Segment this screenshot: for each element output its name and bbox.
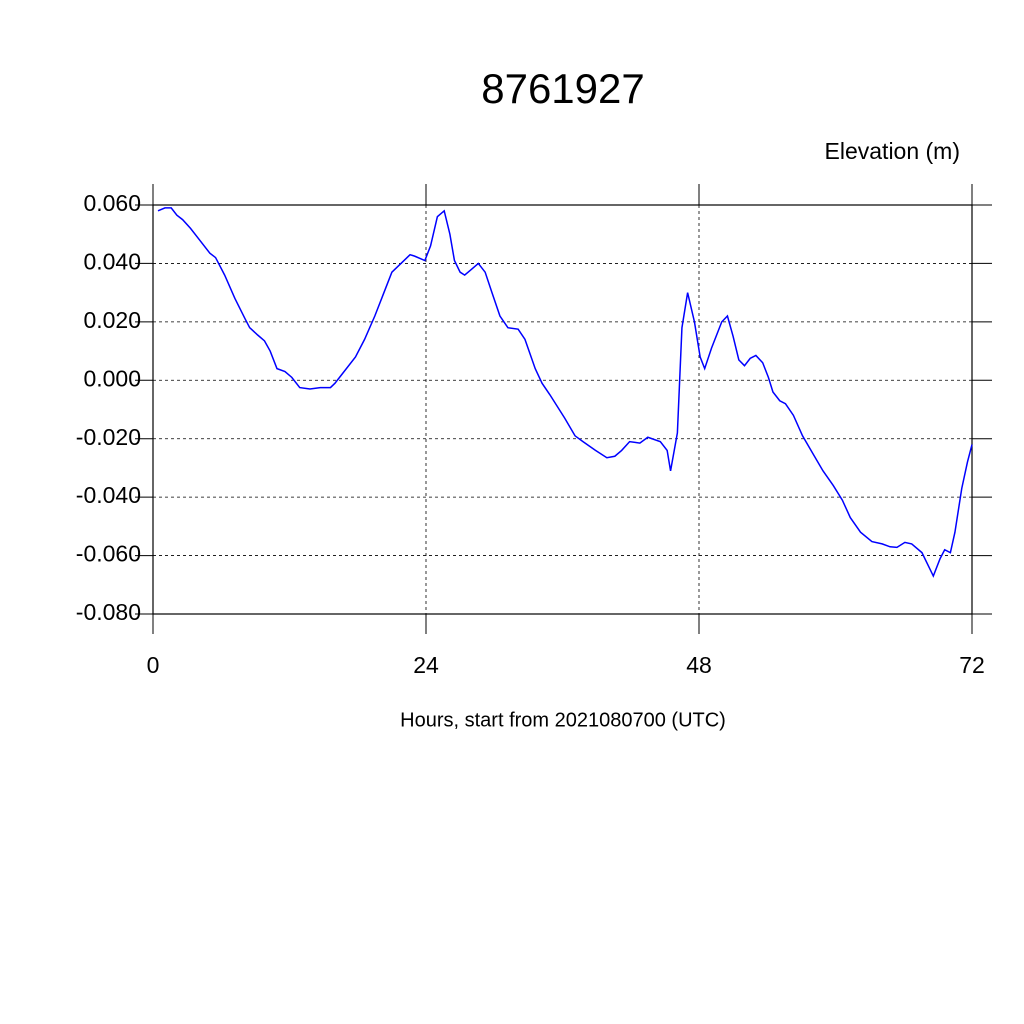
y-tick-label: -0.080 xyxy=(76,599,141,625)
y-tick-label: 0.060 xyxy=(83,190,141,216)
y-axis-label: Elevation (m) xyxy=(825,138,960,164)
y-tick-label: -0.020 xyxy=(76,424,141,450)
y-tick-label: 0.040 xyxy=(83,249,141,275)
data-line xyxy=(157,207,973,578)
y-tick-label: 0.020 xyxy=(83,307,141,333)
y-tick-label: 0.000 xyxy=(83,365,141,391)
plot-frame xyxy=(152,204,973,615)
x-tick-label: 72 xyxy=(959,652,985,678)
x-tick-label: 24 xyxy=(413,652,439,678)
x-tick-label: 48 xyxy=(686,652,712,678)
x-axis-label: Hours, start from 2021080700 (UTC) xyxy=(400,709,726,731)
chart-title: 8761927 xyxy=(481,65,645,112)
y-tick-label: -0.060 xyxy=(76,541,141,567)
x-tick-label: 0 xyxy=(147,652,160,678)
y-tick-label: -0.040 xyxy=(76,482,141,508)
